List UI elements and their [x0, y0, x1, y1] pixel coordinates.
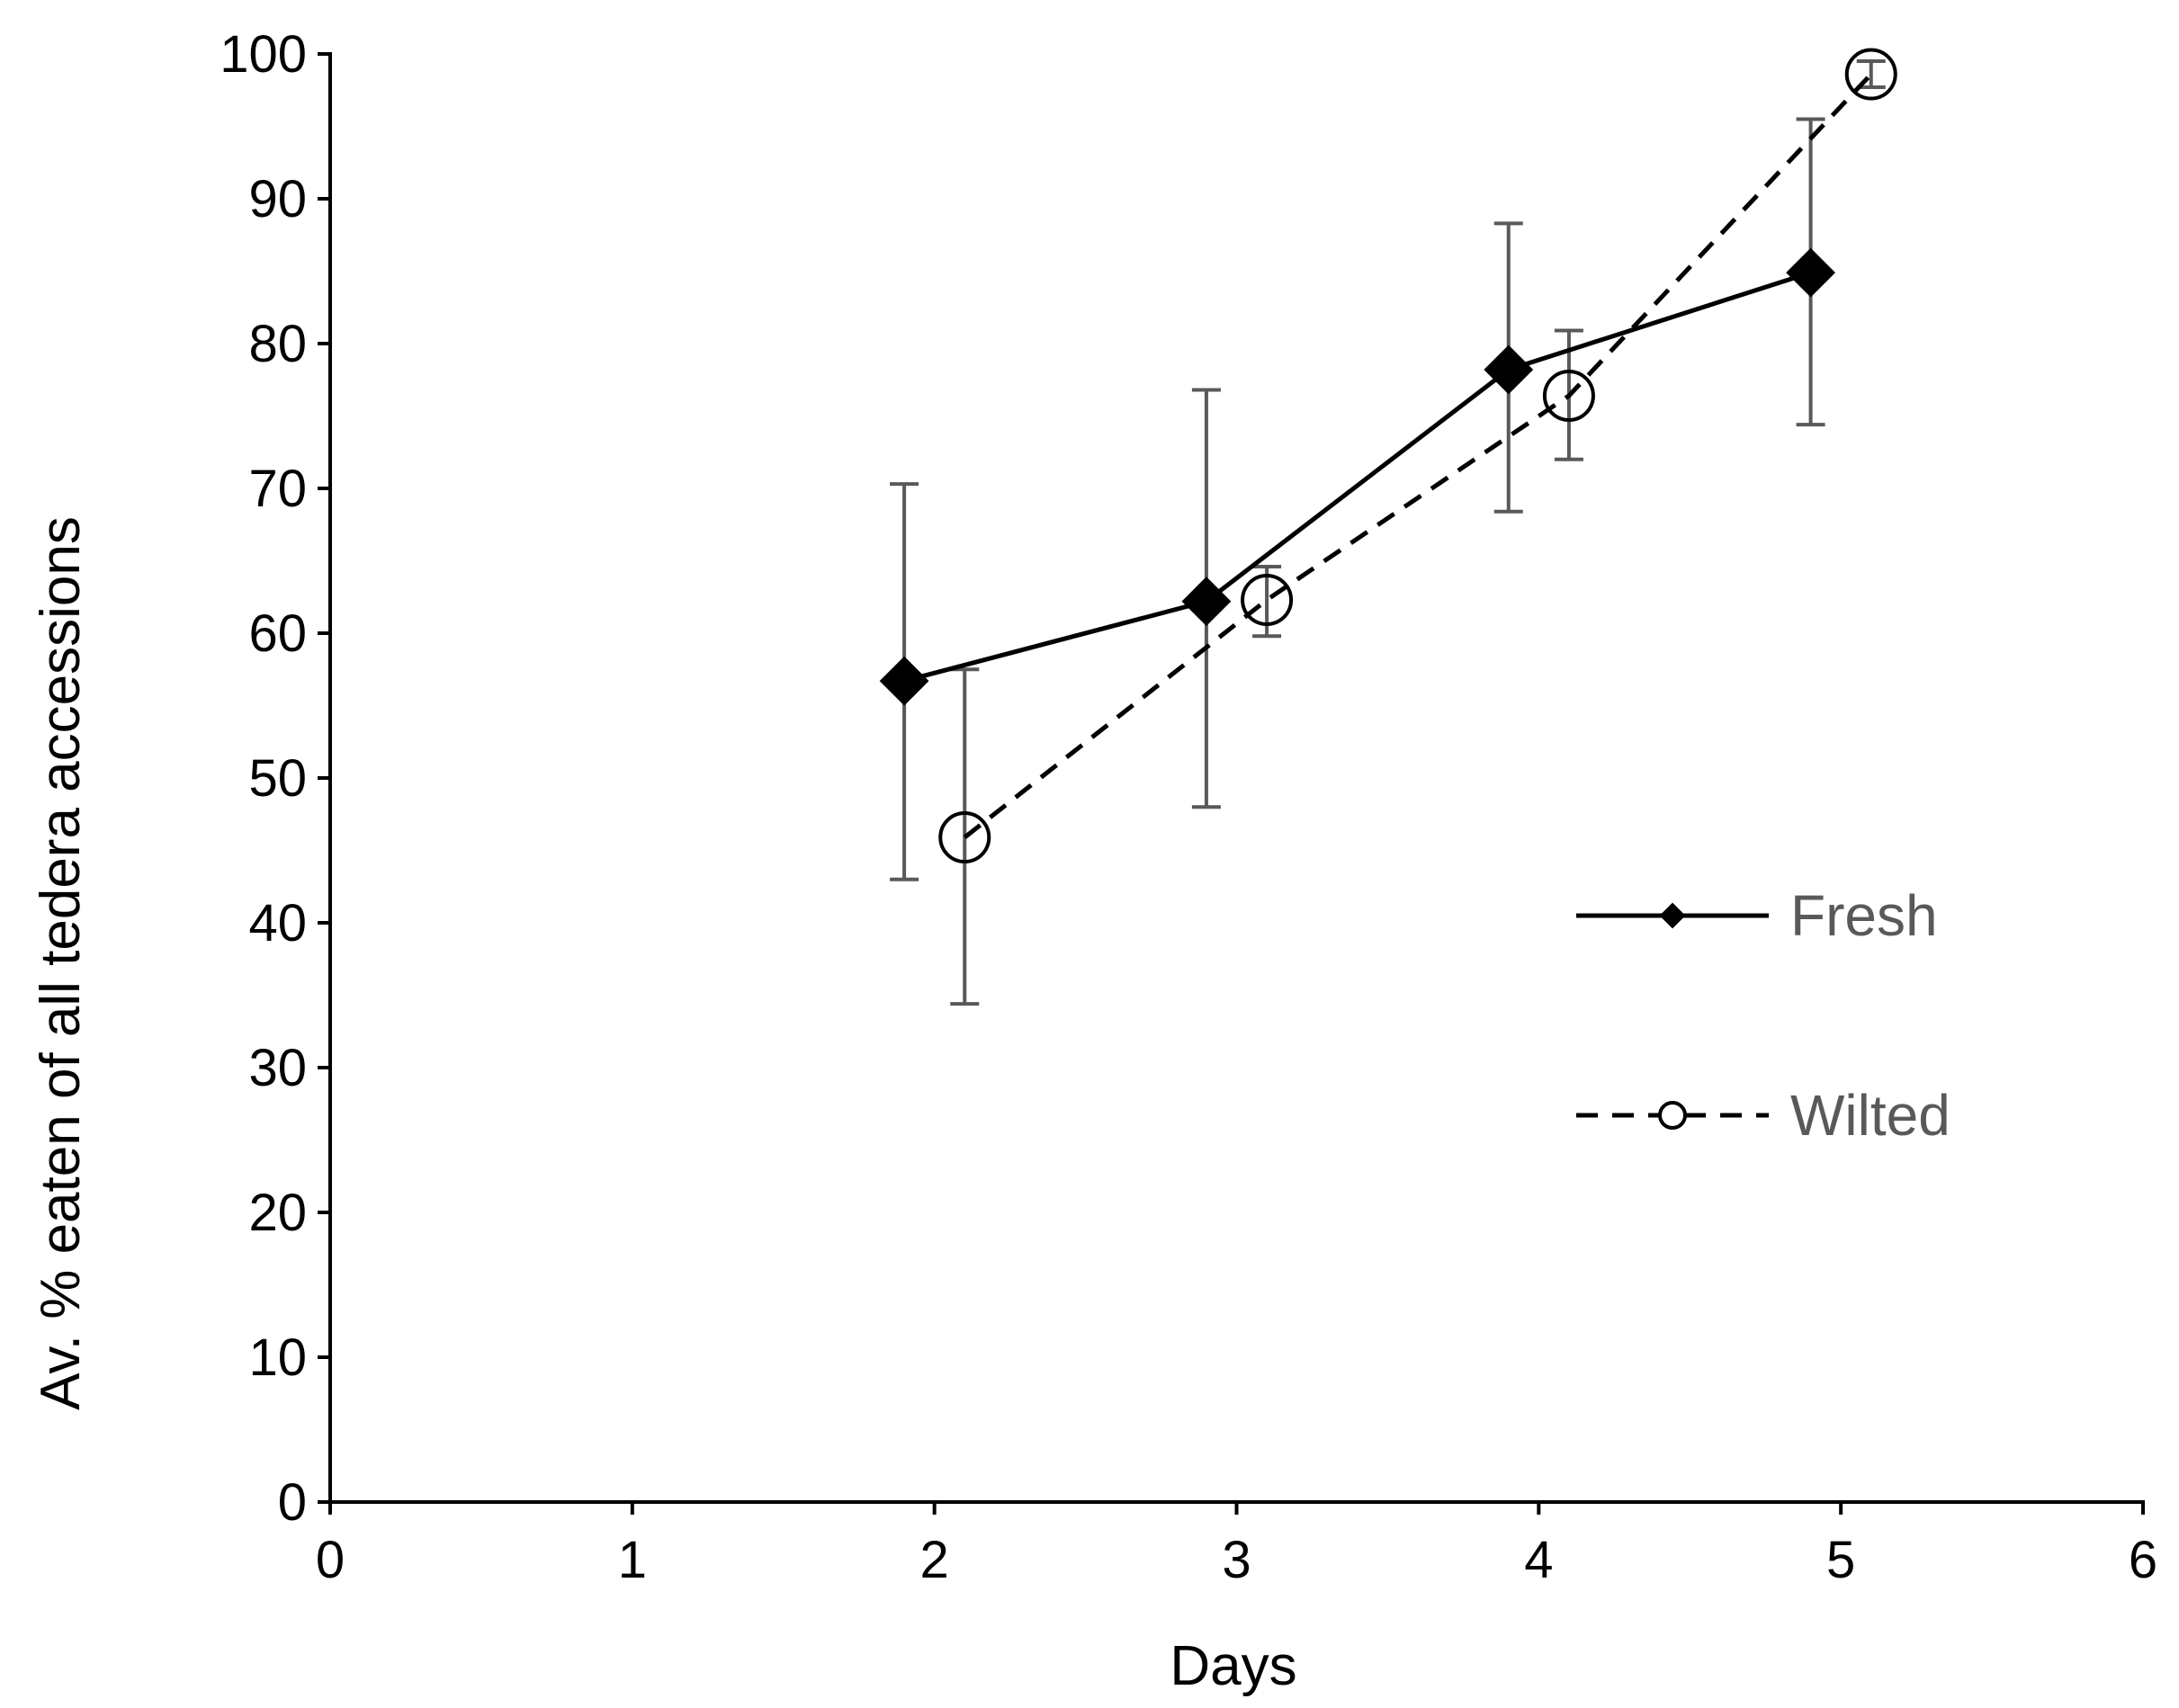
- wilted-point: [1844, 48, 1897, 101]
- y-tick-label: 50: [248, 749, 307, 808]
- x-tick-label: 1: [618, 1531, 647, 1589]
- fresh-point: [879, 656, 929, 706]
- x-tick-label: 3: [1222, 1531, 1251, 1589]
- x-tick-label: 2: [920, 1531, 949, 1589]
- y-tick-label: 100: [220, 25, 307, 84]
- wilted-point: [938, 811, 991, 864]
- error-bars: [890, 59, 1886, 1006]
- x-tick-label: 6: [2129, 1531, 2157, 1589]
- markers: [879, 48, 1897, 864]
- legend-fresh-label: Fresh: [1790, 883, 1938, 948]
- y-tick-label: 0: [278, 1473, 307, 1532]
- fresh-series-line: [903, 270, 1812, 684]
- legend: Fresh Wilted: [1576, 883, 1950, 1148]
- wilted-point: [1542, 369, 1595, 422]
- fresh-point: [1786, 247, 1835, 298]
- legend-fresh-marker: [1659, 902, 1686, 929]
- y-tick-label: 10: [248, 1328, 307, 1387]
- x-tick-label: 5: [1826, 1531, 1855, 1589]
- fresh-point: [1181, 577, 1232, 626]
- wilted-series-line: [963, 72, 1873, 839]
- y-tick-label: 30: [248, 1039, 307, 1097]
- y-tick-label: 70: [248, 460, 307, 518]
- x-axis-title: Days: [1170, 1635, 1296, 1697]
- y-tick-label: 40: [248, 894, 307, 952]
- legend-wilted-label: Wilted: [1790, 1083, 1950, 1148]
- legend-wilted-marker: [1658, 1101, 1687, 1130]
- x-tick-label: 0: [316, 1531, 345, 1589]
- y-tick-label: 90: [248, 170, 307, 228]
- fresh-point: [1484, 344, 1534, 395]
- x-tick-label: 4: [1524, 1531, 1553, 1589]
- y-axis-title: Av. % eaten of all tedera accessions: [30, 516, 92, 1410]
- y-tick-label: 60: [248, 604, 307, 663]
- wilted-point: [1241, 573, 1294, 626]
- y-tick-label: 20: [248, 1184, 307, 1242]
- series-lines: [903, 72, 1873, 839]
- y-tick-label: 80: [248, 315, 307, 373]
- axes: [318, 52, 2145, 1515]
